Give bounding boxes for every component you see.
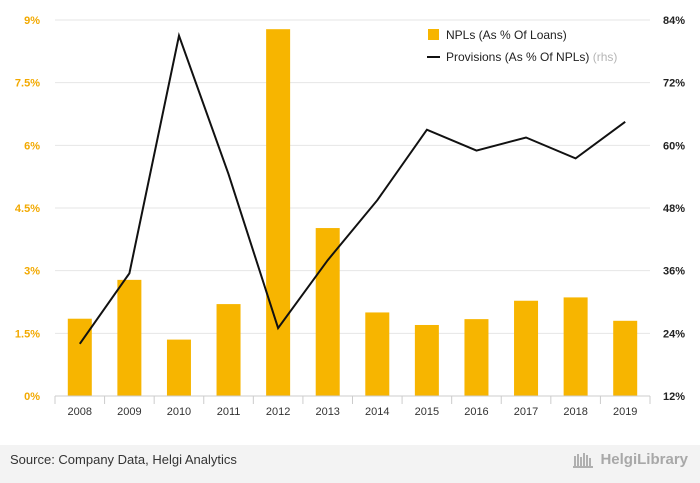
bar-npls-2014: [365, 312, 390, 396]
bar-series: [67, 29, 638, 397]
x-tick-label: 2019: [613, 406, 637, 418]
chart: 0% 1.5% 3% 4.5% 6% 7.5% 9% 12% 24% 36% 48% 60% 72% 8…: [15, 15, 685, 418]
x-tick-label: 2011: [217, 406, 241, 418]
bar-npls-2011: [216, 304, 241, 396]
y-right-tick-label: 72%: [663, 78, 685, 90]
y-right-tick-label: 12%: [663, 391, 685, 403]
y-left-tick-label: 3%: [24, 266, 40, 278]
gridlines: [55, 19, 650, 334]
legend-label-provisions: Provisions (As % Of NPLs) (rhs): [446, 50, 617, 64]
y-left-tick-label: 4.5%: [15, 203, 40, 215]
y-left-tick-label: 1.5%: [15, 328, 40, 340]
bar-npls-2018: [563, 297, 588, 396]
y-right-tick-label: 24%: [663, 328, 685, 340]
y-left-tick-label: 0%: [24, 391, 40, 403]
y-right-tick-label: 36%: [663, 266, 685, 278]
bar-npls-2010: [166, 339, 191, 396]
legend-label-npls: NPLs (As % Of Loans): [446, 28, 567, 42]
x-tick-label: 2008: [68, 406, 92, 418]
footer: Source: Company Data, Helgi Analytics He…: [0, 445, 700, 483]
library-icon: [573, 452, 594, 468]
legend: NPLs (As % Of Loans) Provisions (As % Of…: [427, 28, 617, 64]
bar-npls-2009: [117, 279, 142, 396]
y-right-tick-label: 48%: [663, 203, 685, 215]
bar-npls-2019: [613, 320, 638, 396]
line-provisions: [78, 32, 626, 345]
x-tick-label: 2012: [266, 406, 290, 418]
x-tick-label: 2017: [514, 406, 538, 418]
brand-name: HelgiLibrary: [600, 451, 688, 468]
brand-logo[interactable]: HelgiLibrary: [573, 451, 688, 468]
x-tick-label: 2013: [315, 406, 339, 418]
y-axis-right: 12% 24% 36% 48% 60% 72% 84%: [663, 15, 685, 403]
y-left-tick-label: 6%: [24, 140, 40, 152]
bar-npls-2013: [315, 228, 340, 396]
y-left-tick-label: 9%: [24, 15, 40, 27]
legend-rhs-suffix: (rhs): [593, 50, 618, 64]
x-tick-label: 2010: [167, 406, 191, 418]
x-tick-label: 2015: [415, 406, 439, 418]
x-tick-label: 2014: [365, 406, 389, 418]
x-tick-label: 2009: [117, 406, 141, 418]
legend-label-provisions-text: Provisions (As % Of NPLs): [446, 50, 589, 64]
bar-npls-2015: [414, 324, 439, 396]
x-axis: 2008 2009 2010 2011 2012 2013 2014 2015 2016 2017…: [54, 395, 651, 418]
bar-npls-2012: [266, 29, 291, 397]
source-text: Source: Company Data, Helgi Analytics: [10, 452, 237, 467]
line-series: [78, 32, 626, 345]
y-right-tick-label: 84%: [663, 15, 685, 27]
legend-swatch-npls: [428, 29, 439, 40]
x-tick-label: 2018: [563, 406, 587, 418]
y-right-tick-label: 60%: [663, 140, 685, 152]
bar-npls-2016: [464, 319, 489, 396]
x-tick-label: 2016: [464, 406, 488, 418]
y-axis-left: 0% 1.5% 3% 4.5% 6% 7.5% 9%: [15, 15, 40, 403]
y-left-tick-label: 7.5%: [15, 78, 40, 90]
bar-npls-2017: [514, 300, 539, 396]
